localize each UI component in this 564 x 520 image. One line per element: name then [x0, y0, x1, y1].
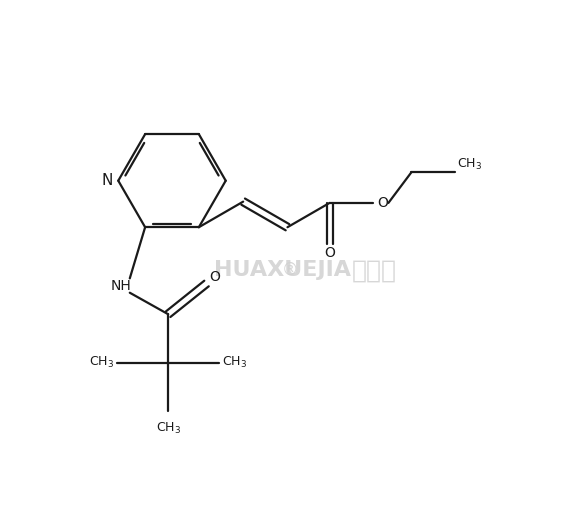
Text: CH$_3$: CH$_3$ [89, 355, 114, 370]
Text: O: O [377, 196, 387, 210]
Text: O: O [324, 246, 335, 260]
Text: CH$_3$: CH$_3$ [222, 355, 247, 370]
Text: HUAXUEJIA: HUAXUEJIA [214, 260, 350, 280]
Text: O: O [209, 270, 219, 284]
Text: CH$_3$: CH$_3$ [457, 157, 483, 172]
Text: N: N [102, 173, 113, 188]
Text: CH$_3$: CH$_3$ [156, 421, 180, 436]
Text: NH: NH [110, 279, 131, 293]
Text: 化学加: 化学加 [351, 258, 396, 282]
Text: ®: ® [282, 261, 298, 279]
